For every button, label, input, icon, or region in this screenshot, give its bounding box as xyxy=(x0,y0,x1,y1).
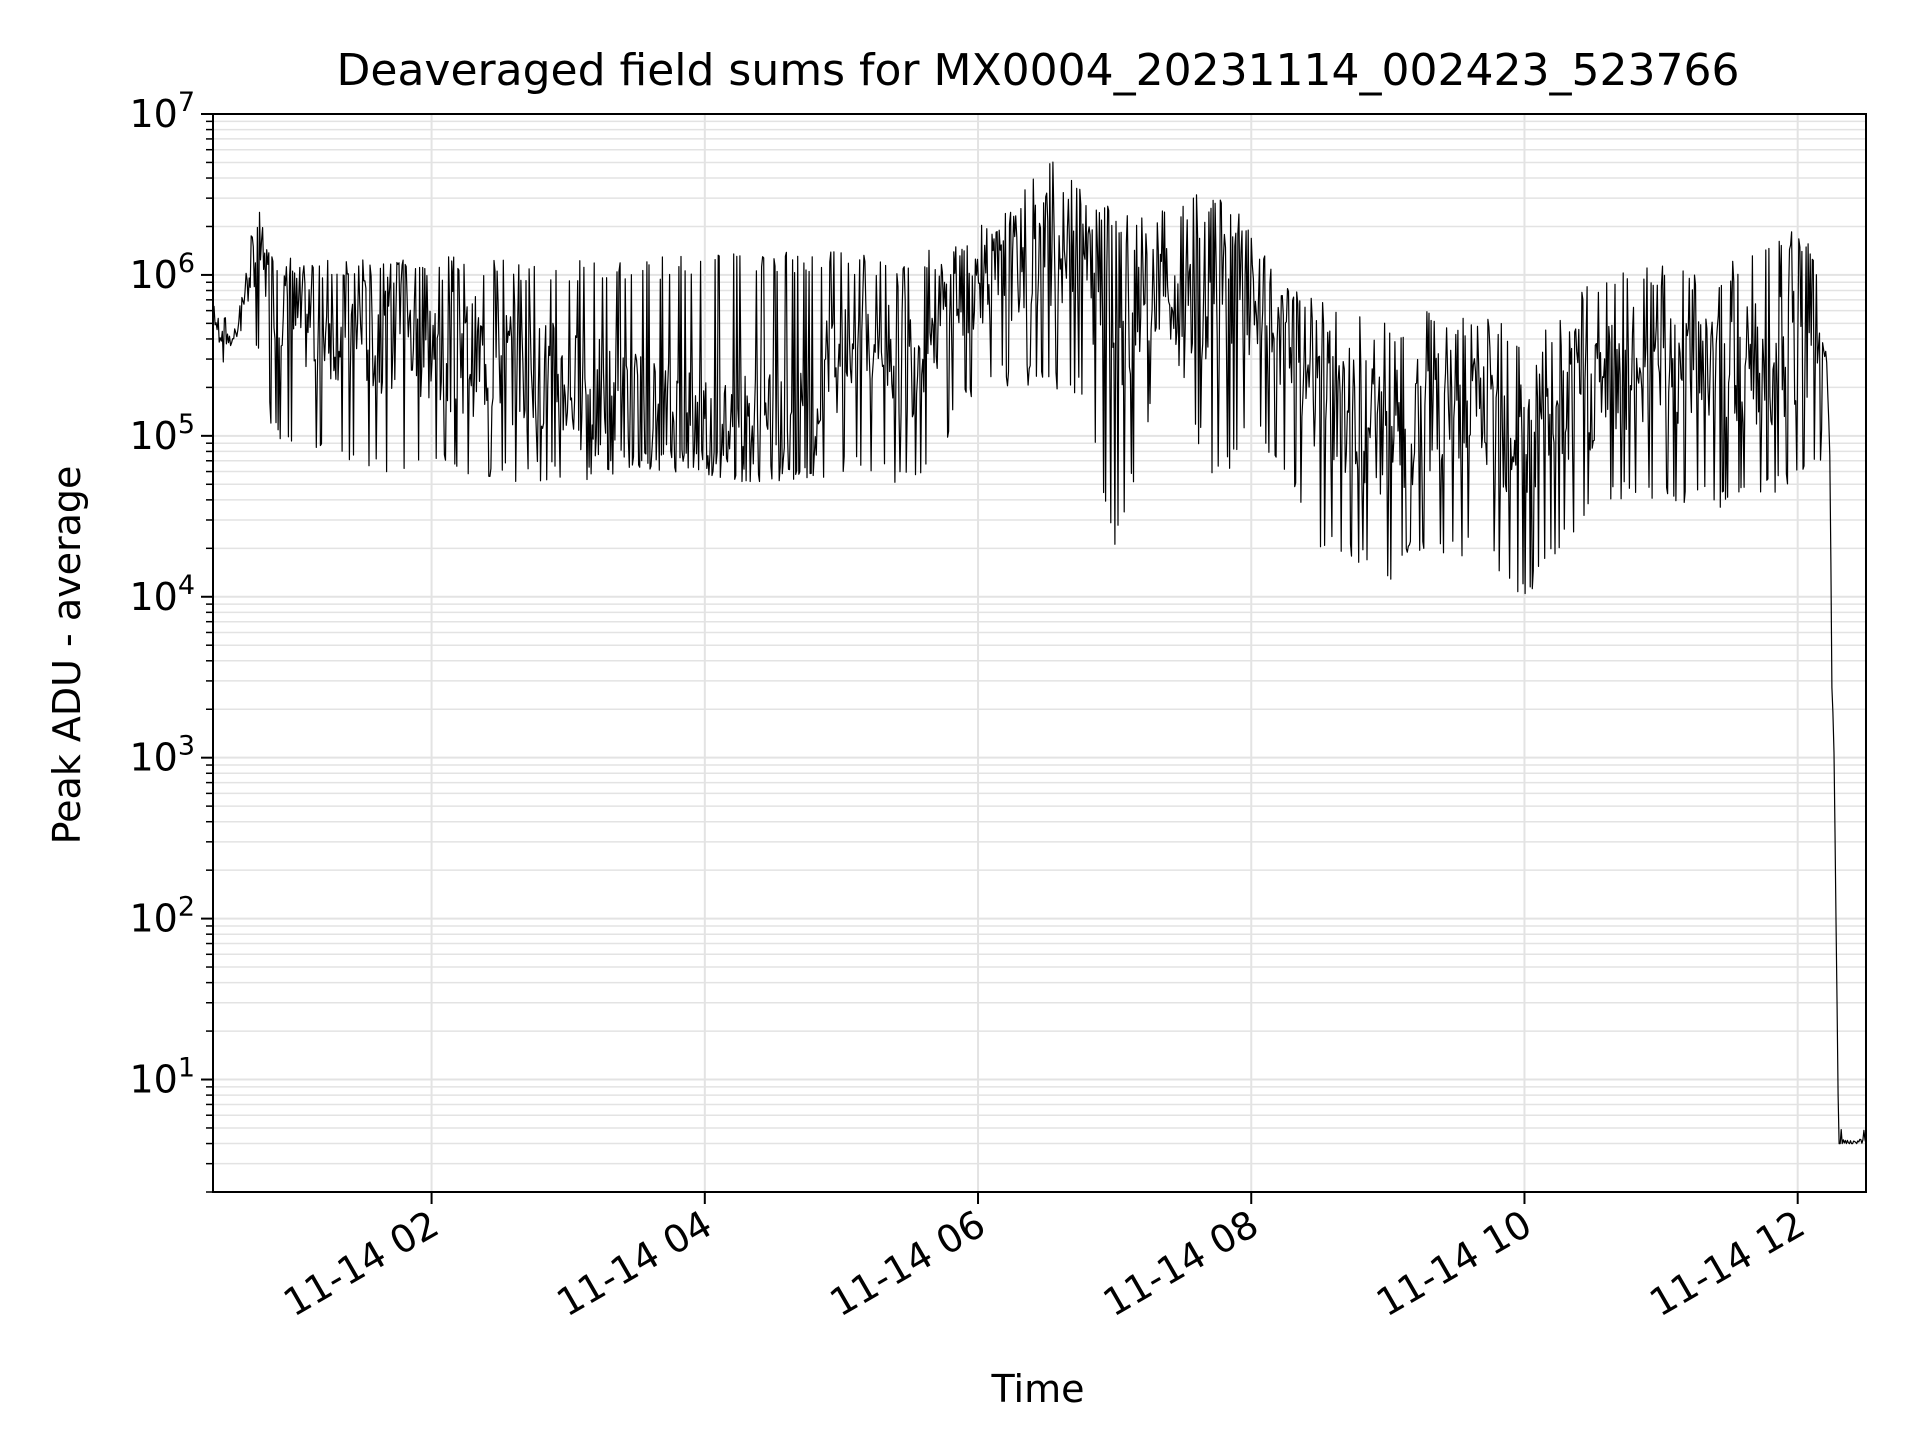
y-tick-label: 107 xyxy=(129,87,195,136)
y-tick-label: 101 xyxy=(129,1053,195,1102)
series-line xyxy=(212,161,1867,1145)
y-tick-label: 105 xyxy=(129,409,195,458)
y-axis-label: Peak ADU - average xyxy=(45,466,89,845)
chart-title: Deaveraged field sums for MX0004_2023111… xyxy=(337,45,1740,96)
y-tick-label: 104 xyxy=(129,570,195,619)
y-tick-label: 102 xyxy=(129,892,195,941)
y-tick-label: 103 xyxy=(129,731,195,780)
data-layer xyxy=(212,161,1867,1145)
plot-frame xyxy=(212,113,1867,1193)
y-tick-label: 106 xyxy=(129,248,195,297)
x-axis-label: Time xyxy=(991,1367,1085,1411)
